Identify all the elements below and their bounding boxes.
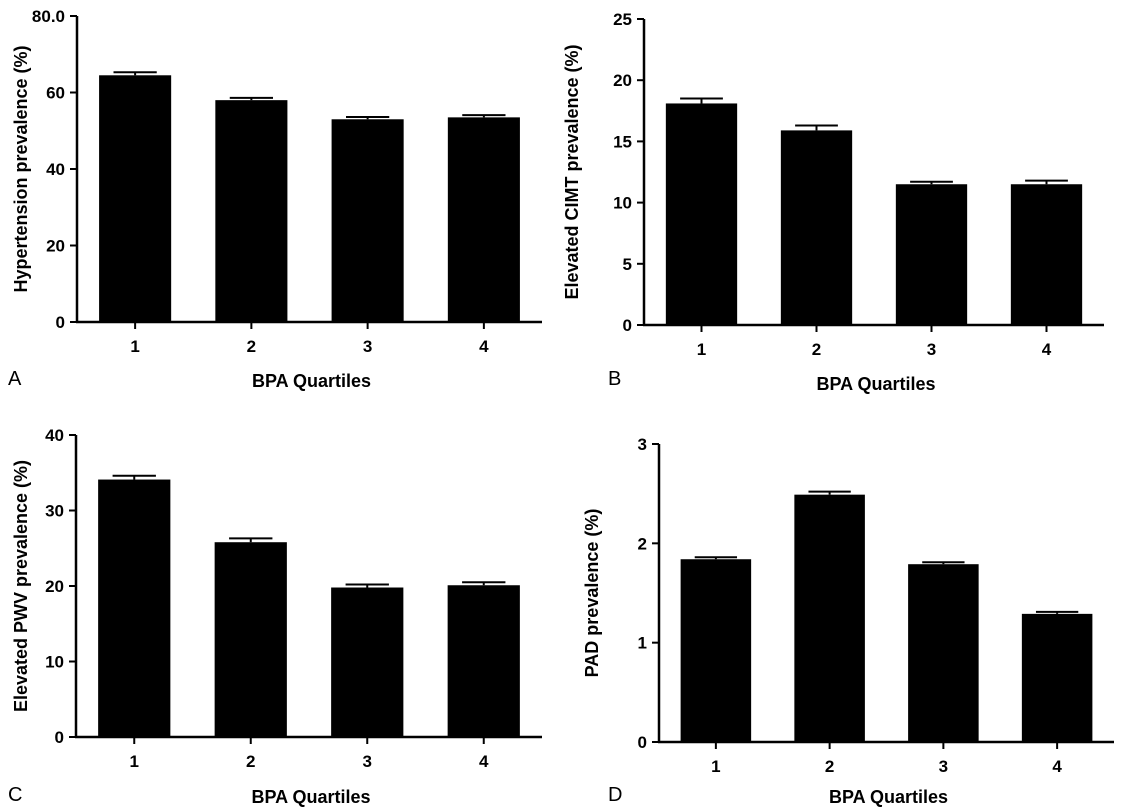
bar-c-4 — [447, 585, 520, 737]
y-tick-label-c-2: 20 — [45, 577, 64, 596]
x-tick-label-b-2: 2 — [812, 340, 821, 359]
y-tick-label-a-1: 20 — [46, 237, 65, 256]
bar-b-3 — [895, 184, 968, 325]
y-tick-label-d-0: 0 — [638, 733, 647, 752]
bar-d-3 — [908, 564, 979, 742]
bar-b-2 — [780, 130, 853, 325]
y-tick-label-a-0: 0 — [56, 313, 65, 332]
y-axis-title-c: Elevated PWV prevalence (%) — [11, 460, 31, 712]
bar-d-1 — [680, 559, 752, 742]
y-tick-label-c-3: 30 — [45, 502, 64, 521]
bar-d-4 — [1021, 613, 1093, 742]
x-tick-label-c-2: 2 — [246, 752, 255, 771]
y-tick-label-d-1: 1 — [638, 634, 647, 653]
x-axis-title-c: BPA Quartiles — [251, 787, 370, 807]
chart-c-svg: 0 10 20 30 40 1 2 3 4 BPA Quartiles Elevated PWV p… — [8, 426, 542, 807]
x-tick-label-b-1: 1 — [697, 340, 706, 359]
y-tick-label-a-4: 80.0 — [32, 7, 65, 26]
x-tick-label-d-2: 2 — [825, 757, 834, 776]
chart-panel-d: 0 1 2 3 1 2 3 4 BPA Quartiles PAD prevalence (%) D — [560, 410, 1131, 809]
x-tick-label-d-3: 3 — [939, 757, 948, 776]
chart-d-svg: 0 1 2 3 1 2 3 4 BPA Quartiles PAD prevalence (%) D — [582, 435, 1114, 807]
y-tick-label-c-1: 10 — [45, 653, 64, 672]
bar-d-2 — [794, 494, 865, 742]
y-tick-label-b-1: 5 — [623, 255, 632, 274]
x-tick-label-b-3: 3 — [927, 340, 936, 359]
panel-letter-b: B — [608, 368, 621, 390]
bar-a-1 — [99, 75, 172, 322]
y-axis-title-a: Hypertension prevalence (%) — [11, 45, 31, 292]
bar-a-4 — [447, 117, 520, 322]
chart-a-svg: 0 20 40 60 80.0 1 2 3 4 BPA Quartiles Hypertension… — [8, 7, 542, 391]
y-tick-label-b-2: 10 — [613, 194, 632, 213]
y-tick-label-a-3: 60 — [46, 84, 65, 103]
x-tick-label-a-2: 2 — [247, 337, 256, 356]
y-tick-label-b-4: 20 — [613, 71, 632, 90]
bar-c-1 — [98, 479, 171, 737]
x-tick-label-a-4: 4 — [479, 337, 489, 356]
x-tick-label-a-1: 1 — [130, 337, 139, 356]
x-tick-label-d-1: 1 — [711, 757, 720, 776]
y-tick-label-a-2: 40 — [46, 160, 65, 179]
x-tick-label-b-4: 4 — [1042, 340, 1052, 359]
y-tick-label-c-4: 40 — [45, 426, 64, 445]
x-axis-title-a: BPA Quartiles — [252, 371, 371, 391]
bar-b-1 — [665, 103, 738, 326]
bar-b-4 — [1010, 184, 1083, 325]
bar-c-3 — [331, 587, 404, 737]
y-tick-label-b-3: 15 — [613, 132, 632, 151]
y-tick-label-c-0: 0 — [55, 728, 64, 747]
x-axis-title-b: BPA Quartiles — [816, 374, 935, 394]
chart-b-svg: 0 5 10 15 20 25 1 2 3 4 BPA Quartiles Elevated CIMT… — [562, 10, 1104, 394]
panel-letter-a: A — [8, 368, 22, 390]
chart-panel-a: 0 20 40 60 80.0 1 2 3 4 BPA Quartiles Hypertension… — [0, 0, 560, 395]
chart-panel-b: 0 5 10 15 20 25 1 2 3 4 BPA Quartiles Elevated CIMT… — [560, 0, 1131, 395]
bar-c-2 — [214, 542, 287, 737]
y-tick-label-d-2: 2 — [638, 534, 647, 553]
bar-a-2 — [215, 100, 288, 323]
panel-letter-c: C — [8, 784, 22, 806]
bar-a-3 — [331, 119, 404, 323]
x-tick-label-d-4: 4 — [1052, 757, 1062, 776]
y-tick-label-d-3: 3 — [638, 435, 647, 454]
panel-letter-d: D — [608, 784, 622, 806]
x-tick-label-c-4: 4 — [479, 752, 489, 771]
x-axis-title-d: BPA Quartiles — [829, 787, 948, 807]
x-tick-label-a-3: 3 — [363, 337, 372, 356]
x-tick-label-c-3: 3 — [363, 752, 372, 771]
y-axis-title-b: Elevated CIMT prevalence (%) — [562, 44, 582, 299]
chart-panel-c: 0 10 20 30 40 1 2 3 4 BPA Quartiles Elevated PWV p… — [0, 410, 560, 809]
y-tick-label-b-0: 0 — [623, 316, 632, 335]
y-axis-title-d: PAD prevalence (%) — [582, 509, 602, 678]
x-tick-label-c-1: 1 — [130, 752, 139, 771]
y-tick-label-b-5: 25 — [613, 10, 632, 29]
